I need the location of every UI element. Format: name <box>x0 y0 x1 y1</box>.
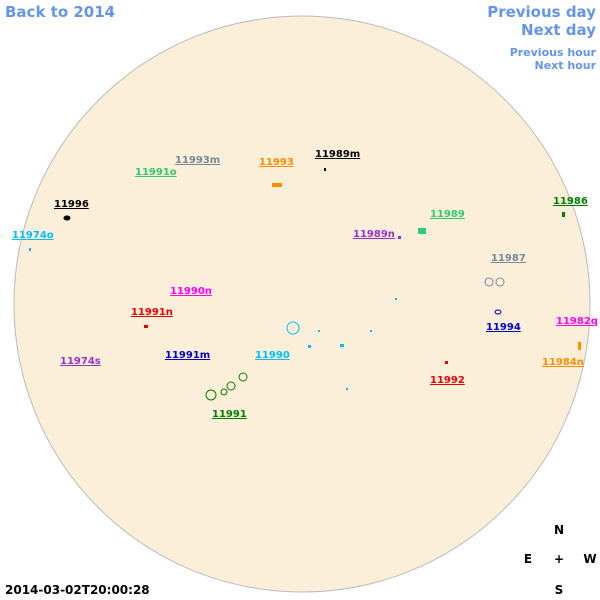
spot <box>226 381 236 391</box>
spot <box>238 372 248 382</box>
spot <box>220 388 228 396</box>
region-label: 11974s <box>60 356 101 367</box>
compass-east: E <box>524 552 532 566</box>
spot <box>308 345 311 348</box>
region-label: 11993m <box>175 155 220 166</box>
region-label: 11984n <box>542 357 584 368</box>
region-label: 11990 <box>255 350 290 361</box>
compass: N E + W S <box>524 523 597 597</box>
region-label: 11989m <box>315 149 360 160</box>
region-label: 11991o <box>135 167 177 178</box>
spot <box>63 215 71 221</box>
region-labels: 11993m 11993 11989m 11991o 11996 11974o … <box>12 149 598 420</box>
previous-hour-link[interactable]: Previous hour <box>510 46 597 59</box>
compass-center: + <box>554 552 564 566</box>
back-link[interactable]: Back to 2014 <box>5 3 115 21</box>
region-label: 11990n <box>170 286 212 297</box>
region-label: 11991m <box>165 350 210 361</box>
previous-day-link[interactable]: Previous day <box>487 3 596 21</box>
spot <box>370 330 372 332</box>
region-label: 11987 <box>491 253 526 264</box>
region-label: 11989n <box>353 229 395 240</box>
spot <box>318 330 320 332</box>
compass-south: S <box>555 583 564 597</box>
spot <box>395 298 397 300</box>
spot <box>484 277 494 287</box>
region-label: 11992 <box>430 375 465 386</box>
spot <box>445 361 448 364</box>
spot <box>340 344 344 347</box>
region-label: 11996 <box>54 199 89 210</box>
spot <box>346 388 348 390</box>
compass-north: N <box>554 523 564 537</box>
region-label: 11991n <box>131 307 173 318</box>
solar-disk <box>13 15 591 593</box>
next-day-link[interactable]: Next day <box>521 21 596 39</box>
next-hour-link[interactable]: Next hour <box>535 59 597 72</box>
region-label: 11982q <box>556 316 598 327</box>
spot <box>418 228 426 234</box>
spot <box>144 325 148 328</box>
region-label: 11994 <box>486 322 521 333</box>
region-label: 11986 <box>553 196 588 207</box>
region-label: 11989 <box>430 209 465 220</box>
timestamp: 2014-03-02T20:00:28 <box>5 583 150 597</box>
spot <box>398 236 401 239</box>
spot <box>495 277 505 287</box>
region-label: 11991 <box>212 409 247 420</box>
spots <box>29 168 581 401</box>
spot <box>286 321 300 335</box>
spot <box>272 183 282 187</box>
spot <box>324 168 326 171</box>
region-label: 11993 <box>259 157 294 168</box>
spot <box>29 248 31 251</box>
compass-west: W <box>583 552 596 566</box>
spot <box>562 212 565 217</box>
spot <box>205 389 217 401</box>
region-label: 11974o <box>12 230 54 241</box>
spot <box>494 309 502 315</box>
spot <box>578 342 581 350</box>
